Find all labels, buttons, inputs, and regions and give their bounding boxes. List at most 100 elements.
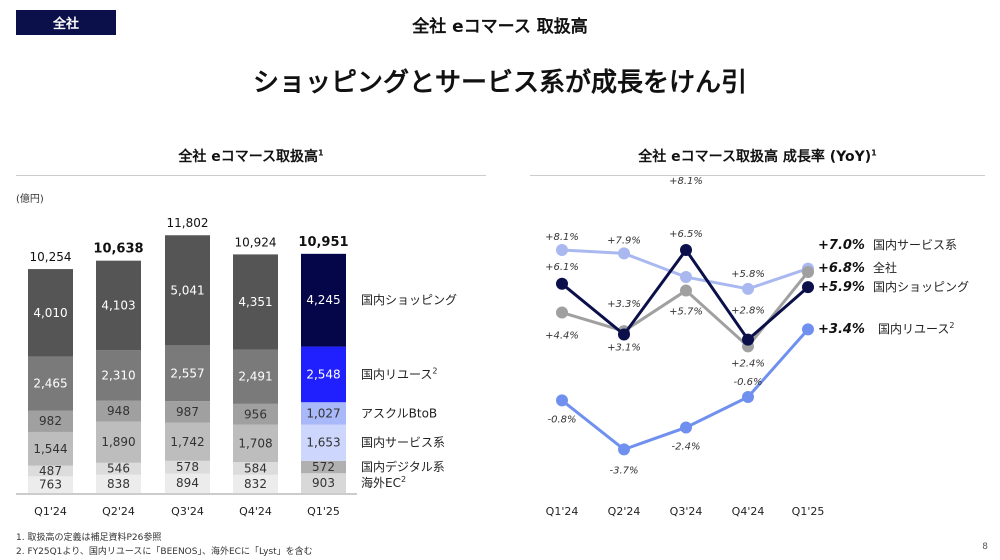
legend-label: 国内サービス系 [873, 238, 957, 252]
bar-total-label: 10,924 [235, 235, 277, 249]
bar-value-label: 838 [107, 477, 130, 491]
data-label: +6.1% [545, 262, 579, 273]
bar-value-label: 2,310 [101, 369, 135, 383]
footnote-2: 2. FY25Q1より、国内リユースに「BEENOS」、海外ECに「Lyst」を… [16, 547, 313, 557]
bar-value-label: 1,708 [238, 436, 272, 450]
footnote-1: 1. 取扱高の定義は補足資料P26参照 [16, 533, 162, 543]
data-point [680, 421, 692, 434]
bar-segment [233, 462, 278, 475]
bar-value-label: 1,544 [33, 442, 67, 456]
bar-value-label: 4,010 [33, 306, 67, 320]
line-chart-title: 全社 eコマース取扱高 成長率 (YoY)1 [530, 146, 985, 166]
data-label: +6.5% [669, 229, 703, 240]
data-label: +7.9% [607, 235, 641, 246]
data-point [556, 394, 568, 407]
data-label: +8.1% [669, 176, 703, 187]
bar-value-label: 832 [244, 477, 267, 491]
data-point [802, 281, 814, 294]
bar-segment [28, 356, 73, 411]
bar-segment [96, 400, 141, 422]
bar-value-label: 2,491 [238, 370, 272, 384]
bar-segment [301, 253, 346, 347]
unit-label: (億円) [16, 194, 44, 205]
bar-value-label: 4,351 [238, 295, 272, 309]
bar-value-label: 4,245 [306, 293, 340, 307]
data-label: +3.3% [607, 299, 641, 310]
data-label: +5.7% [669, 307, 703, 318]
bar-segment [28, 431, 73, 466]
divider [16, 175, 486, 176]
bar-segment [233, 349, 278, 404]
data-point [802, 323, 814, 336]
data-label: +2.4% [731, 358, 765, 369]
bar-total-label: 11,802 [167, 216, 209, 230]
data-point [802, 265, 814, 278]
bar-value-label: 987 [176, 405, 199, 419]
legend-label: 国内ショッピング [361, 293, 457, 307]
data-point [742, 333, 754, 346]
bar-segment [301, 424, 346, 461]
bar-value-label: 578 [176, 460, 199, 474]
bar-segment [28, 476, 73, 493]
x-tick-label: Q3'24 [670, 505, 703, 518]
bar-value-label: 2,465 [33, 377, 67, 391]
bar-value-label: 4,103 [101, 298, 135, 312]
bar-segment [301, 460, 346, 474]
segment-badge: 全社 [16, 10, 116, 35]
x-tick-label: Q3'24 [171, 505, 204, 518]
data-point [556, 306, 568, 319]
bar-value-label: 982 [39, 414, 62, 428]
page-number: 8 [982, 542, 988, 552]
bar-segment [301, 473, 346, 493]
bar-value-label: 572 [312, 460, 335, 474]
data-point [618, 328, 630, 341]
bar-segment [165, 345, 210, 402]
bar-segment [96, 462, 141, 475]
end-value-label: +3.4% [818, 322, 865, 337]
bar-segment [28, 269, 73, 357]
bar-segment [96, 421, 141, 463]
bar-segment [165, 473, 210, 493]
divider [530, 175, 985, 176]
bar-total-label: 10,951 [298, 235, 348, 250]
x-tick-label: Q1'25 [307, 505, 340, 518]
bar-value-label: 487 [39, 464, 62, 478]
bar-segment [96, 474, 141, 493]
legend-label: 国内サービス系 [361, 436, 445, 450]
end-value-label: +5.9% [818, 280, 865, 295]
bar-segment [233, 474, 278, 493]
data-label: -0.6% [733, 377, 762, 388]
bar-value-label: 584 [244, 461, 267, 475]
bar-segment [96, 350, 141, 401]
legend-label: 国内リユース2 [878, 321, 955, 336]
x-tick-label: Q2'24 [608, 505, 641, 518]
x-tick-label: Q1'24 [546, 505, 579, 518]
bar-segment [233, 424, 278, 463]
bar-segment [28, 410, 73, 432]
bar-value-label: 2,557 [170, 366, 204, 380]
bar-value-label: 956 [244, 407, 267, 421]
legend-label: 海外EC2 [361, 475, 406, 490]
data-label: -2.4% [671, 441, 700, 452]
legend-label: 全社 [873, 260, 897, 275]
bar-value-label: 948 [107, 404, 130, 418]
x-tick-label: Q4'24 [732, 505, 765, 518]
bar-value-label: 894 [176, 476, 199, 490]
data-label: -3.7% [609, 465, 638, 476]
page-header-title: 全社 eコマース 取扱高 [412, 17, 588, 37]
data-point [742, 391, 754, 404]
data-point [742, 282, 754, 295]
bar-segment [233, 254, 278, 350]
bar-segment [165, 401, 210, 423]
legend-label: 国内デジタル系 [361, 459, 445, 474]
data-label: +4.4% [545, 331, 579, 342]
bar-segment [96, 260, 141, 351]
bar-total-label: 10,638 [93, 242, 143, 257]
data-point [680, 271, 692, 284]
data-label: +2.8% [731, 306, 765, 317]
data-point [618, 247, 630, 260]
data-point [618, 443, 630, 456]
bar-value-label: 763 [39, 478, 62, 492]
bar-value-label: 1,653 [306, 436, 340, 450]
legend-label: 国内リユース2 [361, 366, 438, 381]
